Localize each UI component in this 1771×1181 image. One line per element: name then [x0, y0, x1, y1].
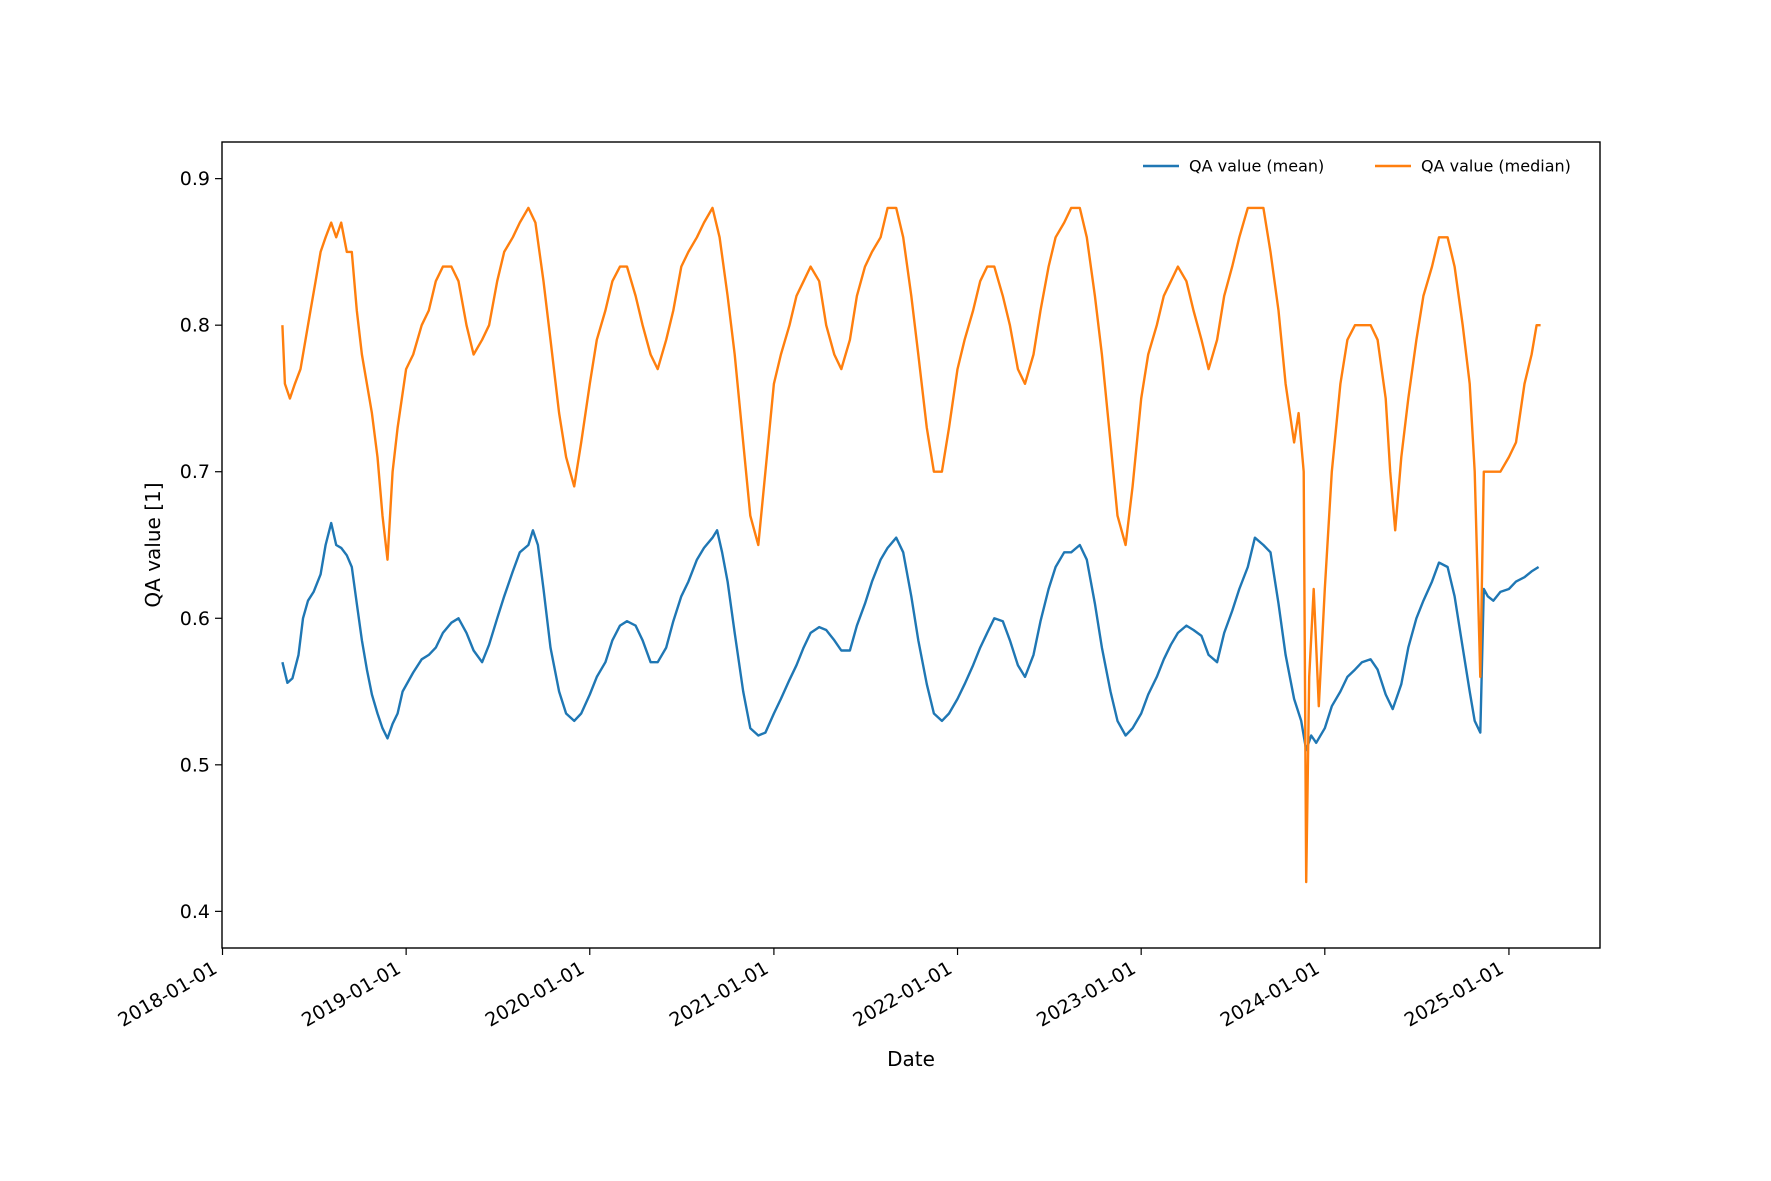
y-tick-label: 0.4 [180, 901, 210, 923]
series-line-median [281, 206, 1541, 884]
y-axis-ticks: 0.4 0.5 0.6 0.7 0.8 0.9 [180, 168, 222, 923]
y-tick-label: 0.9 [180, 168, 210, 190]
y-tick-label: 0.6 [180, 608, 210, 630]
y-axis-label: QA value [1] [141, 482, 165, 607]
y-tick-label: 0.8 [180, 315, 210, 337]
series-layer [281, 206, 1541, 884]
y-tick-label: 0.5 [180, 754, 210, 776]
legend-label-median: QA value (median) [1421, 157, 1571, 176]
plot-frame [221, 141, 1601, 949]
series-line-mean [281, 521, 1540, 752]
legend-label-mean: QA value (mean) [1189, 157, 1324, 176]
legend: QA value (mean) QA value (median) [1143, 157, 1571, 176]
y-tick-label: 0.7 [180, 461, 210, 483]
x-axis-label: Date [887, 1047, 935, 1071]
